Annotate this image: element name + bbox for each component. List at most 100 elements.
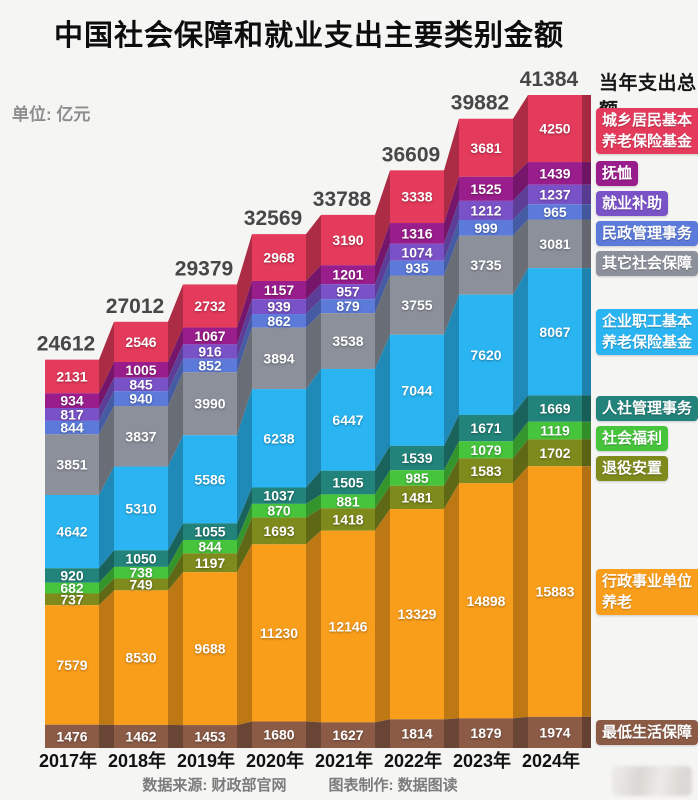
year-total-label: 36609	[382, 143, 440, 166]
bar-segment	[321, 214, 375, 266]
segment-value: 935	[405, 260, 429, 276]
year-total-label: 27012	[106, 295, 164, 318]
segment-connector	[375, 223, 390, 285]
segment-value: 12146	[329, 619, 368, 635]
segment-value: 4250	[539, 121, 570, 137]
segment-connector	[444, 458, 459, 510]
bar-segment	[528, 184, 582, 205]
bar-side-face	[582, 219, 591, 269]
bar-segment	[45, 494, 99, 569]
segment-connector	[444, 483, 459, 720]
bar-side-face	[582, 421, 591, 440]
unit-label: 单位: 亿元	[12, 105, 91, 124]
segment-value: 852	[198, 358, 222, 374]
segment-value: 1157	[264, 282, 295, 298]
bar-segment	[114, 361, 168, 378]
segment-connector	[444, 414, 459, 471]
segment-value: 1050	[125, 551, 156, 567]
segment-value: 870	[267, 503, 291, 519]
segment-connector	[168, 372, 183, 467]
segment-connector	[306, 313, 321, 390]
bar-segment	[252, 234, 306, 281]
bar-side-face	[582, 162, 591, 185]
bar-segment	[528, 204, 582, 220]
segment-connector	[99, 391, 114, 435]
bar-segment	[459, 483, 513, 719]
bar-segment	[183, 540, 237, 554]
segment-value: 7044	[401, 382, 432, 398]
segment-connector	[306, 299, 321, 328]
page-title: 中国社会保障和就业支出主要类别金额	[54, 20, 565, 52]
segment-connector	[513, 162, 528, 201]
year-total-label: 39882	[451, 92, 509, 115]
segment-value: 7620	[470, 347, 501, 363]
segment-connector	[444, 718, 459, 748]
segment-value: 3851	[56, 457, 87, 473]
legend-chip: 城乡居民基本养老保险基金	[596, 108, 698, 154]
bar-segment	[459, 219, 513, 236]
bar-segment	[528, 395, 582, 422]
x-axis-year-label: 2024年	[522, 750, 580, 771]
bar-segment	[390, 445, 444, 471]
segment-connector	[306, 265, 321, 300]
segment-value: 6238	[263, 430, 294, 446]
segment-value: 1525	[470, 181, 501, 197]
segment-value: 2732	[194, 298, 225, 314]
segment-value: 1037	[263, 488, 294, 504]
segment-connector	[444, 118, 459, 224]
segment-value: 738	[129, 565, 153, 581]
segment-value: 1462	[125, 728, 156, 744]
segment-value: 844	[198, 539, 222, 555]
segment-value: 862	[267, 313, 291, 329]
bar-segment	[45, 568, 99, 583]
bar-segment	[45, 593, 99, 606]
segment-connector	[375, 485, 390, 531]
segment-value: 3190	[332, 232, 363, 248]
bar-segment	[528, 421, 582, 440]
segment-value: 1879	[470, 725, 501, 741]
segment-value: 7579	[56, 657, 87, 673]
segment-connector	[168, 358, 183, 406]
bar-segment	[252, 299, 306, 315]
segment-connector	[168, 572, 183, 726]
segment-connector	[168, 284, 183, 362]
segment-connector	[306, 508, 321, 545]
segment-value: 5310	[125, 500, 156, 516]
segment-value: 1669	[539, 401, 570, 417]
segment-value: 1212	[470, 202, 501, 218]
bar-segment	[252, 314, 306, 328]
watermark-blur	[612, 766, 692, 796]
segment-connector	[444, 219, 459, 276]
bar-segment	[252, 327, 306, 390]
year-total-label: 33788	[313, 188, 372, 211]
segment-connector	[444, 235, 459, 335]
bar-segment	[459, 118, 513, 177]
bar-segment	[390, 170, 444, 224]
segment-connector	[237, 503, 252, 554]
bar-segment	[114, 566, 168, 579]
bar-segment	[321, 265, 375, 285]
bar-segment	[114, 550, 168, 567]
segment-connector	[375, 509, 390, 723]
segment-connector	[513, 184, 528, 220]
bar-segment	[321, 470, 375, 495]
segment-connector	[306, 494, 321, 518]
segment-value: 1439	[539, 165, 570, 181]
segment-value: 3755	[401, 297, 432, 313]
bar-segment	[183, 553, 237, 573]
legend-chip: 退役安置	[596, 456, 669, 482]
bar-segment	[390, 334, 444, 446]
bar-segment	[114, 590, 168, 725]
segment-connector	[168, 344, 183, 392]
segment-value: 2131	[56, 368, 87, 384]
segment-connector	[237, 234, 252, 328]
segment-value: 15883	[536, 584, 575, 600]
x-axis-year-label: 2017年	[39, 750, 97, 771]
bar-segment	[252, 517, 306, 545]
segment-connector	[306, 368, 321, 488]
legend-chip: 人社管理事务	[596, 396, 698, 422]
segment-value: 1627	[332, 727, 363, 743]
segment-value: 8530	[125, 650, 156, 666]
